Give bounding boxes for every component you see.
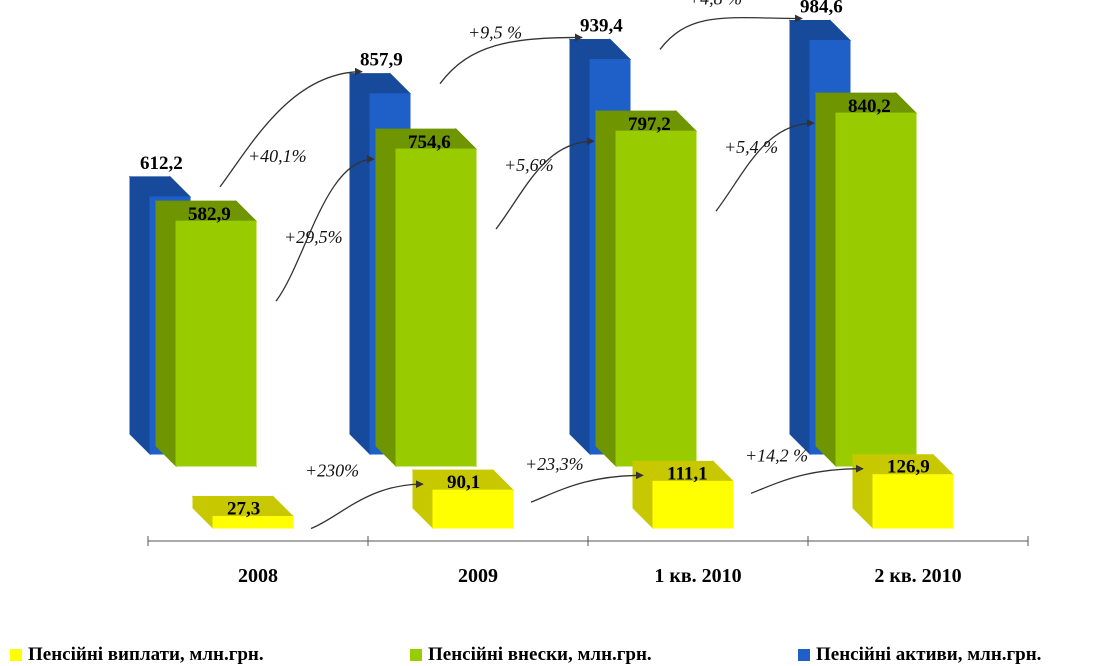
growth-arrow-contributions-0: [275, 155, 375, 302]
legend-label-contributions: Пенсійні внески, млн.грн.: [428, 644, 652, 665]
bar-depth-s1-c3: [815, 91, 837, 468]
growth-arrow-payments-0: [310, 480, 424, 530]
growth-arrow-payments-2: [750, 464, 864, 494]
value-label-assets-0: 612,2: [140, 153, 183, 174]
legend-label-assets: Пенсійні активи, млн.грн.: [816, 644, 1042, 665]
bar-depth-s0-c3: [789, 19, 811, 456]
growth-label-assets-0: +40,1%: [248, 146, 307, 166]
growth-label-payments-1: +23,3%: [525, 454, 584, 474]
bar-s2-c0: [212, 516, 294, 529]
growth-arrow-contributions-2: [715, 119, 815, 212]
bar-s1-c3: [835, 112, 917, 467]
value-label-assets-2: 939,4: [580, 15, 623, 36]
bar-depth-s0-c0: [129, 175, 151, 456]
legend-item-contributions: Пенсійні внески, млн.грн.: [410, 644, 652, 666]
category-label-3: 2 кв. 2010: [874, 565, 961, 587]
growth-label-contributions-0: +29,5%: [284, 227, 343, 247]
growth-label-contributions-1: +5,6%: [504, 155, 554, 175]
value-label-contributions-0: 582,9: [188, 204, 231, 225]
category-label-0: 2008: [238, 565, 278, 587]
bar-depth-s0-c1: [349, 72, 371, 456]
growth-label-payments-0: +230%: [305, 461, 359, 481]
growth-label-assets-2: +4,8 %: [688, 0, 742, 8]
growth-label-payments-2: +14,2 %: [745, 445, 808, 465]
bar-depth-s0-c2: [569, 38, 591, 456]
bar-s2-c3: [872, 474, 954, 529]
growth-arrow-assets-0: [219, 67, 363, 188]
bar-s2-c2: [652, 480, 734, 529]
value-label-contributions-1: 754,6: [408, 132, 451, 153]
growth-arrow-payments-1: [530, 471, 644, 503]
bar-depth-s1-c1: [375, 127, 397, 468]
value-label-assets-3: 984,6: [800, 0, 843, 17]
growth-label-assets-1: +9,5 %: [468, 23, 522, 43]
growth-arrow-assets-1: [439, 33, 583, 85]
value-label-contributions-3: 840,2: [848, 96, 891, 117]
bar-s1-c0: [175, 220, 257, 467]
growth-arrow-assets-2: [659, 14, 803, 50]
legend-item-assets: Пенсійні активи, млн.грн.: [798, 644, 1041, 666]
bar-s2-c1: [432, 489, 514, 529]
bar-s1-c2: [615, 130, 697, 467]
bar-depth-s1-c0: [155, 199, 177, 468]
category-label-1: 2009: [458, 565, 498, 587]
bar-s1-c1: [395, 148, 477, 467]
growth-arrow-contributions-1: [495, 137, 595, 230]
legend-swatch-payments: [10, 649, 22, 661]
value-label-payments-0: 27,3: [227, 499, 260, 520]
legend-label-payments: Пенсійні виплати, млн.грн.: [28, 644, 264, 665]
value-label-assets-1: 857,9: [360, 50, 403, 71]
legend-swatch-contributions: [410, 649, 422, 661]
legend-item-payments: Пенсійні виплати, млн.грн.: [10, 644, 264, 666]
value-label-payments-3: 126,9: [887, 457, 930, 478]
value-label-contributions-2: 797,2: [628, 114, 671, 135]
bar-depth-s1-c2: [595, 109, 617, 468]
value-label-payments-2: 111,1: [667, 463, 708, 484]
legend-swatch-assets: [798, 649, 810, 661]
legend: Пенсійні виплати, млн.грн. Пенсійні внес…: [0, 638, 1114, 666]
growth-label-contributions-2: +5,4 %: [724, 137, 778, 157]
category-label-2: 1 кв. 2010: [654, 565, 741, 587]
value-label-payments-1: 90,1: [447, 472, 480, 493]
